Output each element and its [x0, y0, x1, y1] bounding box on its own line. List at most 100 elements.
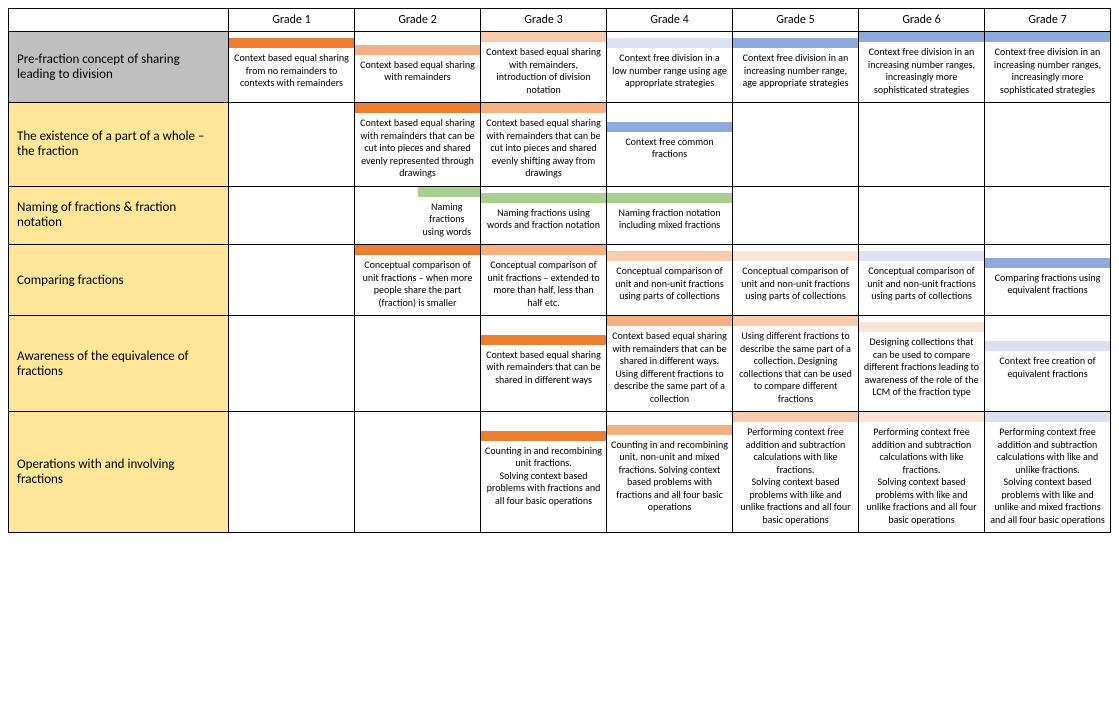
- table-cell: Naming fraction notation including mixed…: [607, 186, 733, 245]
- cell-text: [229, 472, 354, 482]
- color-swatch: [985, 341, 1110, 351]
- cell-text: Counting in and recombining unit fractio…: [481, 441, 606, 514]
- color-swatch: [481, 193, 606, 203]
- table-cell: Conceptual comparison of unit and non-un…: [607, 245, 733, 316]
- cell-text: [229, 364, 354, 374]
- color-swatch: [733, 38, 858, 48]
- row-header: Naming of fractions & fraction notation: [9, 186, 229, 245]
- table-cell: Performing context free addition and sub…: [985, 412, 1111, 533]
- col-grade-2: Grade 2: [355, 9, 481, 32]
- cell-text: [733, 215, 858, 225]
- table-cell: Context based equal sharing with remaind…: [481, 32, 607, 103]
- table-row: Pre-fraction concept of sharing leading …: [9, 32, 1111, 103]
- cell-text: [985, 215, 1110, 225]
- table-cell: Context free division in an increasing n…: [733, 32, 859, 103]
- row-header: Pre-fraction concept of sharing leading …: [9, 32, 229, 103]
- color-swatch: [985, 412, 1110, 422]
- cell-text: Context free division in an increasing n…: [733, 48, 858, 96]
- cell-text: Comparing fractions using equivalent fra…: [985, 268, 1110, 303]
- color-swatch: [859, 251, 984, 261]
- row-header: Operations with and involving fractions: [9, 412, 229, 533]
- cell-text: Context based equal sharing with remaind…: [481, 345, 606, 393]
- table-cell: [733, 103, 859, 187]
- table-cell: Performing context free addition and sub…: [859, 412, 985, 533]
- color-swatch: [481, 32, 606, 42]
- cell-text: Context free division in a low number ra…: [607, 48, 732, 96]
- color-swatch: [859, 322, 984, 332]
- corner-cell: [9, 9, 229, 32]
- color-swatch: [481, 245, 606, 255]
- table-row: Naming of fractions & fraction notation N…: [9, 186, 1111, 245]
- cell-text: Context based equal sharing with remaind…: [481, 113, 606, 186]
- cell-text: Context free creation of equivalent frac…: [985, 351, 1110, 386]
- cell-text: Naming fractions using words: [355, 197, 480, 245]
- cell-text: [733, 144, 858, 154]
- color-swatch: [355, 103, 480, 113]
- table-cell: [985, 103, 1111, 187]
- table-cell: [355, 316, 481, 412]
- color-swatch: [859, 134, 984, 144]
- cell-text: Context based equal sharing with remaind…: [355, 113, 480, 186]
- col-grade-1: Grade 1: [229, 9, 355, 32]
- table-cell: Using different fractions to describe th…: [733, 316, 859, 412]
- color-swatch: [607, 122, 732, 132]
- cell-text: Context free common fractions: [607, 132, 732, 167]
- col-grade-4: Grade 4: [607, 9, 733, 32]
- table-row: The existence of a part of a whole – the…: [9, 103, 1111, 187]
- cell-text: Naming fractions using words and fractio…: [481, 203, 606, 238]
- color-swatch: [985, 205, 1110, 215]
- row-header: The existence of a part of a whole – the…: [9, 103, 229, 187]
- color-swatch: [607, 316, 732, 326]
- table-row: Comparing fractionsConceptual comparison…: [9, 245, 1111, 316]
- color-swatch: [355, 462, 480, 472]
- table-cell: Counting in and recombining unit fractio…: [481, 412, 607, 533]
- table-cell: [229, 412, 355, 533]
- table-cell: Context based equal sharing with remaind…: [607, 316, 733, 412]
- color-swatch: [355, 45, 480, 55]
- table-cell: Comparing fractions using equivalent fra…: [985, 245, 1111, 316]
- table-cell: [229, 103, 355, 187]
- color-swatch: [229, 134, 354, 144]
- cell-text: Context based equal sharing with remaind…: [607, 326, 732, 411]
- table-cell: [355, 412, 481, 533]
- color-swatch: [733, 134, 858, 144]
- table-cell: Conceptual comparison of unit fractions …: [355, 245, 481, 316]
- color-swatch: [985, 32, 1110, 42]
- cell-text: Counting in and recombining unit, non-un…: [607, 435, 732, 520]
- color-swatch: [985, 134, 1110, 144]
- table-cell: Context free division in a low number ra…: [607, 32, 733, 103]
- cell-text: [229, 144, 354, 154]
- color-swatch: [481, 103, 606, 113]
- cell-text: Context based equal sharing with remaind…: [481, 42, 606, 102]
- header-row: Grade 1 Grade 2 Grade 3 Grade 4 Grade 5 …: [9, 9, 1111, 32]
- color-swatch: [859, 32, 984, 42]
- table-cell: Conceptual comparison of unit fractions …: [481, 245, 607, 316]
- cell-text: Context free division in an increasing n…: [859, 42, 984, 102]
- cell-text: Performing context free addition and sub…: [733, 422, 858, 532]
- cell-text: Conceptual comparison of unit and non-un…: [733, 261, 858, 309]
- color-swatch: [229, 354, 354, 364]
- table-cell: [229, 186, 355, 245]
- color-swatch: [985, 258, 1110, 268]
- cell-text: Naming fraction notation including mixed…: [607, 203, 732, 238]
- color-swatch: [355, 354, 480, 364]
- cell-text: Using different fractions to describe th…: [733, 326, 858, 411]
- table-cell: [733, 186, 859, 245]
- color-swatch: [229, 38, 354, 48]
- cell-text: Performing context free addition and sub…: [985, 422, 1110, 532]
- table-cell: Conceptual comparison of unit and non-un…: [733, 245, 859, 316]
- table-cell: Naming fractions using words: [355, 186, 481, 245]
- color-swatch: [733, 412, 858, 422]
- table-cell: Context based equal sharing with remaind…: [481, 316, 607, 412]
- color-swatch: [859, 205, 984, 215]
- color-swatch: [229, 462, 354, 472]
- cell-text: Performing context free addition and sub…: [859, 422, 984, 532]
- curriculum-table: Grade 1 Grade 2 Grade 3 Grade 4 Grade 5 …: [8, 8, 1111, 533]
- table-cell: [985, 186, 1111, 245]
- color-swatch: [607, 193, 732, 203]
- table-cell: Context free division in an increasing n…: [985, 32, 1111, 103]
- cell-text: [229, 280, 354, 290]
- cell-text: [859, 144, 984, 154]
- color-swatch: [481, 431, 606, 441]
- table-cell: Performing context free addition and sub…: [733, 412, 859, 533]
